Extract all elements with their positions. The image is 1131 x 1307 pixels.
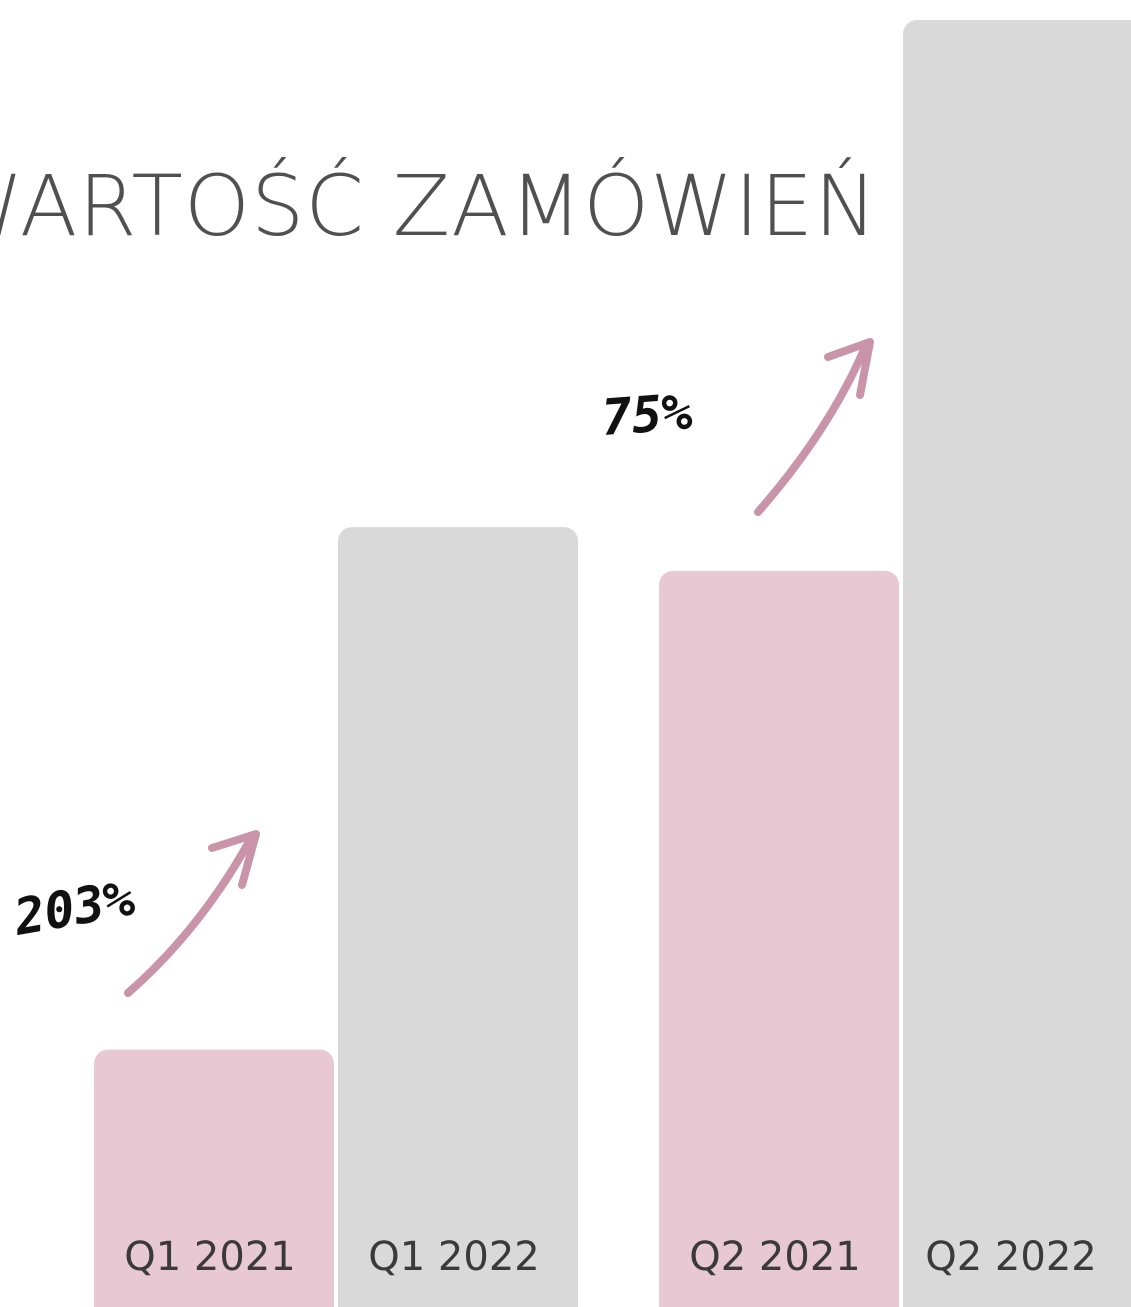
x-tick-label: Q1 2022	[368, 1234, 539, 1280]
arrow-head	[824, 338, 874, 399]
x-tick-label: Q1 2021	[124, 1234, 295, 1280]
bar	[903, 20, 1131, 1307]
bar	[94, 1049, 334, 1307]
x-tick-label: Q2 2021	[689, 1234, 860, 1280]
arrow	[124, 836, 254, 997]
bars	[94, 20, 1131, 1307]
x-tick-label: Q2 2022	[925, 1234, 1096, 1280]
chart-title: WARTOŚĆ ZAMÓWIEŃ	[0, 157, 878, 255]
arrows	[124, 338, 874, 997]
annotation: 75%	[600, 383, 694, 447]
arrow-head	[208, 830, 260, 889]
annotation: 203%	[9, 869, 139, 947]
bar	[659, 570, 899, 1307]
arrow	[754, 341, 870, 516]
bar	[338, 527, 578, 1307]
